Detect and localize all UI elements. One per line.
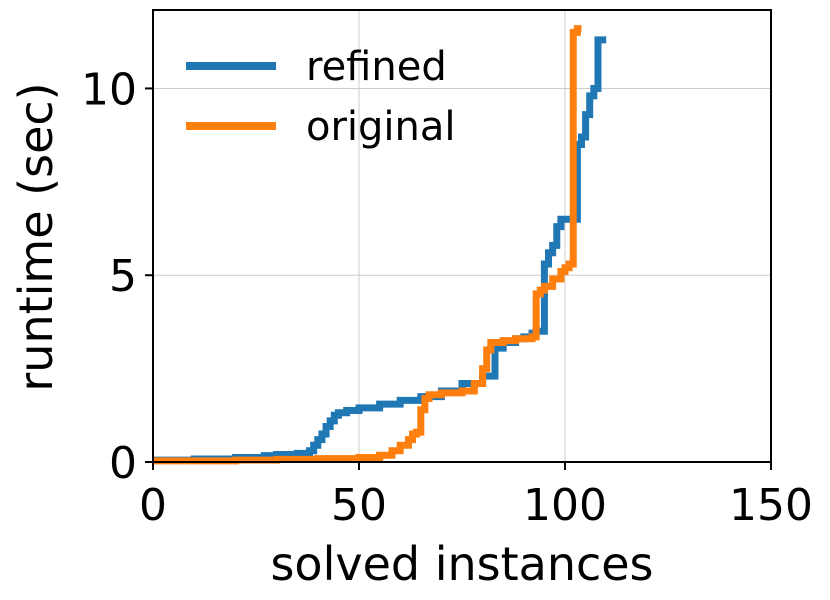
x-axis-ticks: 0 50 100 150 xyxy=(139,462,813,531)
legend: refined original xyxy=(186,44,456,150)
series-line-original xyxy=(153,25,582,465)
x-tick-label: 150 xyxy=(729,480,813,531)
series-line-refined xyxy=(153,36,607,464)
y-tick-label: 5 xyxy=(109,251,137,302)
x-tick-label: 0 xyxy=(139,480,167,531)
plot-frame xyxy=(152,9,772,463)
legend-label-original: original xyxy=(306,104,456,150)
series-lines xyxy=(153,25,607,465)
x-tick-label: 100 xyxy=(523,480,607,531)
x-axis-label: solved instances xyxy=(270,537,653,591)
y-tick-label: 0 xyxy=(109,438,137,489)
x-tick-label: 50 xyxy=(331,480,387,531)
y-tick-label: 10 xyxy=(81,64,137,115)
y-axis-label: runtime (sec) xyxy=(9,82,63,391)
legend-label-refined: refined xyxy=(306,44,447,90)
y-axis-ticks: 0 5 10 xyxy=(81,64,153,489)
